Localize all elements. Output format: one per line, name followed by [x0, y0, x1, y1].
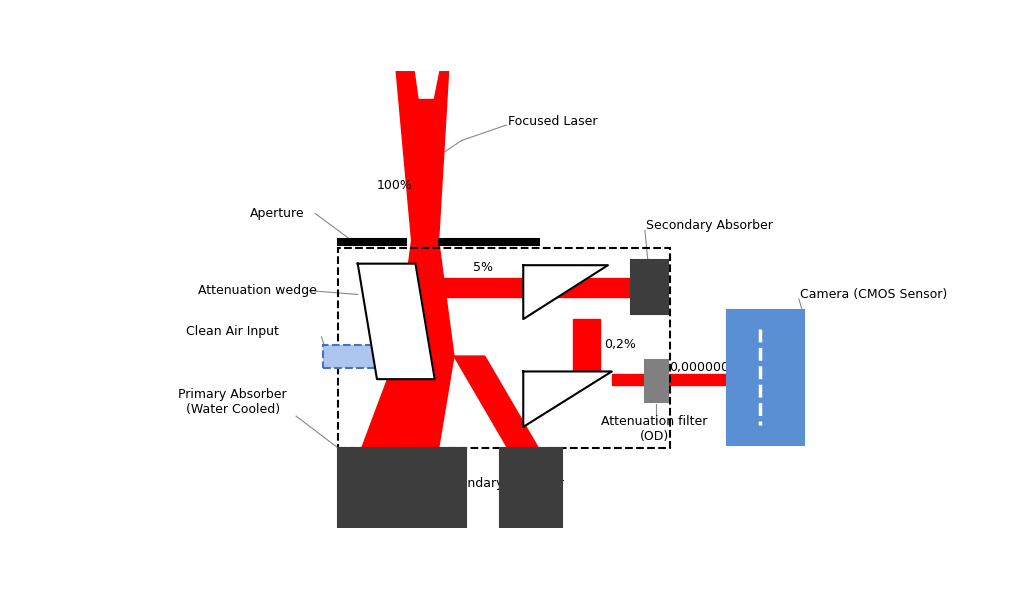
- Bar: [500, 448, 562, 528]
- Text: 0,2%: 0,2%: [604, 338, 636, 351]
- Polygon shape: [396, 71, 449, 241]
- Text: 0,01%: 0,01%: [543, 372, 583, 385]
- Bar: [645, 360, 668, 402]
- Polygon shape: [523, 265, 608, 319]
- Polygon shape: [357, 264, 435, 379]
- Bar: [727, 310, 804, 445]
- Bar: [339, 448, 466, 528]
- Polygon shape: [611, 374, 646, 385]
- Text: Focused Laser: Focused Laser: [508, 114, 597, 127]
- Bar: [339, 248, 670, 448]
- Polygon shape: [454, 356, 539, 448]
- Bar: [631, 260, 668, 314]
- Text: Secondary Absorber: Secondary Absorber: [436, 477, 563, 490]
- Text: 5%: 5%: [473, 261, 494, 274]
- Text: Aperture: Aperture: [250, 207, 304, 220]
- Polygon shape: [573, 319, 600, 371]
- Text: Attenuation wedge: Attenuation wedge: [199, 284, 317, 297]
- Text: Attenuation filter
(OD): Attenuation filter (OD): [601, 415, 708, 443]
- Text: 95%: 95%: [350, 349, 378, 362]
- Text: 100%: 100%: [377, 178, 413, 192]
- Polygon shape: [523, 371, 611, 427]
- Polygon shape: [361, 356, 454, 448]
- Text: Clean Air Input: Clean Air Input: [186, 325, 279, 338]
- Polygon shape: [416, 71, 438, 98]
- Bar: [339, 239, 407, 245]
- Polygon shape: [396, 241, 454, 356]
- Bar: [438, 239, 539, 245]
- Text: Camera (CMOS Sensor): Camera (CMOS Sensor): [801, 288, 947, 301]
- Bar: [323, 345, 376, 368]
- Polygon shape: [668, 374, 727, 385]
- Text: Primary Absorber
(Water Cooled): Primary Absorber (Water Cooled): [178, 388, 287, 416]
- Text: 0,0000001%: 0,0000001%: [670, 361, 750, 374]
- Text: Secondary Absorber: Secondary Absorber: [646, 219, 773, 232]
- Polygon shape: [431, 278, 639, 296]
